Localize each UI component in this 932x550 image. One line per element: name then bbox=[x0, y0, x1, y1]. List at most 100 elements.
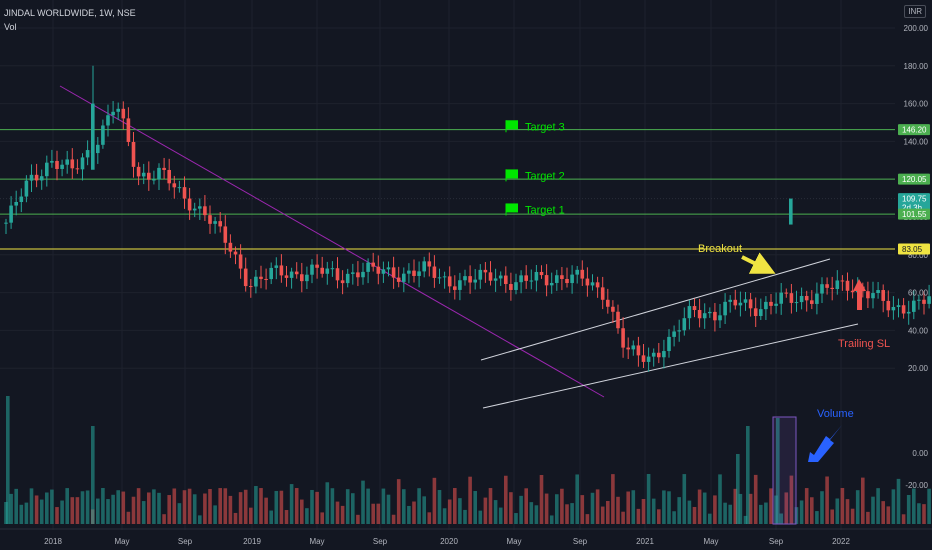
volume-bar bbox=[458, 498, 462, 524]
volume-bar bbox=[167, 495, 171, 524]
price-badge-countdown: 2d 3h bbox=[902, 204, 922, 213]
candle bbox=[468, 276, 472, 283]
volume-bar bbox=[891, 489, 896, 524]
candle bbox=[585, 278, 590, 286]
volume-bar bbox=[677, 497, 681, 524]
volume-bar bbox=[544, 493, 549, 524]
candle bbox=[453, 286, 457, 290]
volume-bar bbox=[111, 494, 115, 524]
candle bbox=[876, 290, 880, 294]
volume-bar bbox=[590, 492, 595, 524]
volume-bar bbox=[901, 514, 906, 524]
time-tick-label: Sep bbox=[769, 537, 784, 546]
candle bbox=[606, 299, 610, 307]
volume-bar bbox=[555, 494, 559, 524]
time-tick-label: May bbox=[703, 537, 718, 546]
candle bbox=[555, 275, 559, 283]
candle bbox=[417, 271, 421, 276]
price-badge-label: 109.75 bbox=[902, 195, 927, 204]
candle bbox=[396, 277, 401, 282]
volume-bar bbox=[238, 492, 243, 524]
symbol-title[interactable]: JINDAL WORLDWIDE, 1W, NSE bbox=[4, 8, 136, 18]
time-tick-label: 2022 bbox=[832, 537, 850, 546]
candle bbox=[70, 159, 75, 169]
candle bbox=[274, 265, 279, 268]
candle bbox=[223, 226, 228, 243]
volume-bar bbox=[75, 497, 80, 524]
channel-lower-line bbox=[482, 323, 859, 409]
volume-bar bbox=[488, 488, 493, 524]
candle bbox=[131, 141, 136, 167]
candle bbox=[162, 167, 166, 170]
volume-bar bbox=[361, 480, 365, 524]
candle bbox=[631, 345, 636, 350]
volume-bar bbox=[80, 491, 85, 524]
channel-upper-line bbox=[480, 258, 831, 361]
candles bbox=[4, 65, 931, 372]
candle bbox=[177, 187, 182, 189]
volume-bar bbox=[606, 500, 610, 524]
volume-bar bbox=[733, 488, 738, 524]
candle bbox=[126, 118, 131, 142]
targets: Target 3 Target 2 Target 1 bbox=[505, 120, 565, 216]
volume-bar bbox=[825, 476, 829, 524]
price-tick-label: 140.00 bbox=[904, 137, 929, 146]
volume-bar bbox=[249, 507, 253, 524]
volume-bar bbox=[386, 494, 391, 524]
candle bbox=[157, 167, 161, 180]
volume-bar bbox=[769, 488, 773, 524]
candle bbox=[402, 273, 406, 282]
candle bbox=[116, 108, 120, 112]
breakout-label: Breakout bbox=[698, 243, 742, 255]
candle bbox=[310, 264, 314, 275]
candle bbox=[493, 278, 498, 281]
candle bbox=[866, 291, 870, 299]
volume-bar bbox=[575, 474, 579, 524]
candle bbox=[682, 318, 687, 331]
candle bbox=[55, 160, 59, 169]
candle bbox=[289, 271, 294, 278]
volume-bar bbox=[708, 513, 712, 524]
volume-bar bbox=[746, 426, 750, 524]
volume-bar bbox=[504, 475, 508, 524]
volume-bar bbox=[228, 495, 233, 524]
volume-bar bbox=[738, 493, 743, 524]
candle bbox=[922, 299, 926, 304]
volume-bar bbox=[667, 491, 671, 524]
candle bbox=[794, 302, 799, 304]
volume-bar bbox=[718, 474, 722, 524]
candle bbox=[810, 300, 814, 304]
candle bbox=[743, 299, 748, 303]
volume-bar bbox=[157, 492, 161, 524]
volume-bar bbox=[9, 493, 13, 524]
candle bbox=[386, 267, 391, 270]
candle bbox=[519, 275, 523, 283]
candle bbox=[570, 274, 574, 284]
candle bbox=[228, 242, 233, 252]
volume-bar bbox=[830, 509, 834, 524]
candle bbox=[504, 275, 508, 285]
candle bbox=[672, 331, 676, 337]
volume-bar bbox=[672, 511, 676, 524]
candle bbox=[65, 159, 69, 165]
candle bbox=[361, 271, 365, 278]
candle bbox=[432, 266, 437, 278]
volume-bar bbox=[305, 508, 309, 524]
volume-bar bbox=[300, 499, 304, 524]
volume-bar bbox=[417, 488, 421, 524]
volume-bar bbox=[345, 489, 350, 524]
candle bbox=[279, 265, 284, 276]
candle bbox=[458, 280, 462, 290]
volume-bar bbox=[407, 505, 411, 524]
candle bbox=[167, 169, 171, 184]
candle bbox=[478, 269, 483, 280]
indicator-label[interactable]: Vol bbox=[4, 22, 17, 32]
candle bbox=[646, 356, 651, 362]
volume-bar bbox=[136, 488, 141, 524]
candle bbox=[636, 345, 641, 356]
price-badge-label: 101.55 bbox=[902, 210, 927, 219]
currency-badge[interactable]: INR bbox=[904, 5, 926, 18]
volume-bar bbox=[91, 426, 95, 524]
volume-bar bbox=[743, 515, 748, 524]
breakout-arrow bbox=[741, 252, 776, 274]
